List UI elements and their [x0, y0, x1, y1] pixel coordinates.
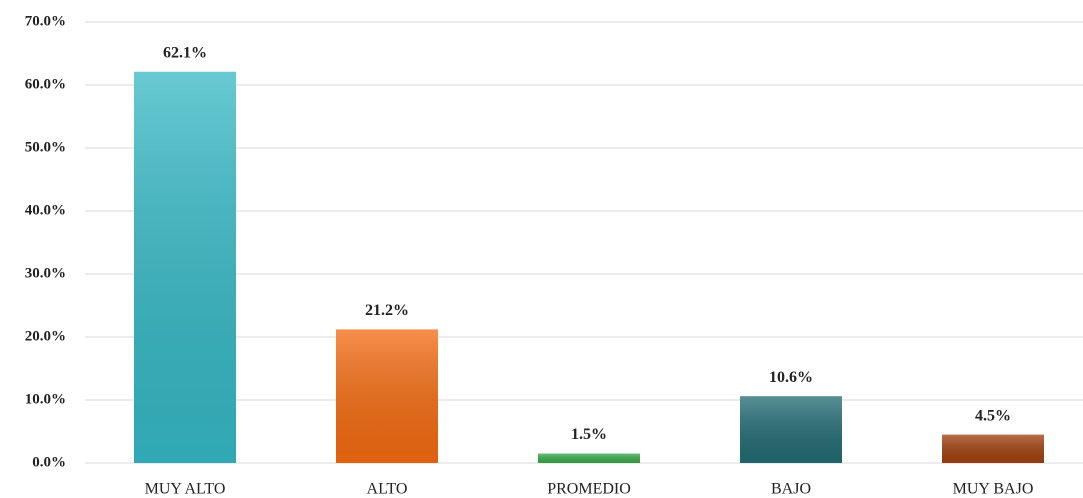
x-tick-label: ALTO	[367, 481, 408, 498]
y-tick-label: 0.0%	[32, 454, 66, 470]
y-tick-label: 40.0%	[25, 202, 66, 218]
y-tick-label: 10.0%	[25, 391, 66, 407]
y-tick-label: 30.0%	[25, 265, 66, 281]
x-tick-label: BAJO	[771, 481, 811, 498]
bar-shine	[538, 453, 640, 463]
y-tick-label: 70.0%	[25, 13, 66, 29]
x-tick-label: PROMEDIO	[547, 481, 631, 498]
x-tick-label: MUY ALTO	[145, 481, 226, 498]
value-label: 1.5%	[571, 426, 607, 443]
value-label: 21.2%	[365, 302, 409, 319]
bar-shine	[336, 329, 438, 463]
value-label: 4.5%	[975, 407, 1011, 424]
bar-shine	[942, 434, 1044, 463]
value-label: 62.1%	[163, 44, 207, 61]
y-tick-label: 60.0%	[25, 76, 66, 92]
y-tick-label: 50.0%	[25, 139, 66, 155]
bar-shine	[740, 396, 842, 463]
value-label: 10.6%	[769, 369, 813, 386]
x-tick-label: MUY BAJO	[953, 481, 1034, 498]
y-tick-label: 20.0%	[25, 328, 66, 344]
bar-shine	[134, 71, 236, 464]
